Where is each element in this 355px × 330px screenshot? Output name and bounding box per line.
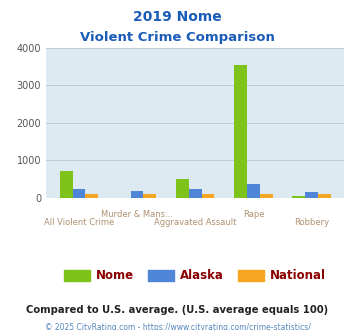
Text: Violent Crime Comparison: Violent Crime Comparison: [80, 31, 275, 44]
Bar: [72, 189, 85, 198]
Bar: [247, 184, 260, 198]
Bar: [318, 194, 331, 198]
Bar: [85, 194, 98, 198]
Text: 2019 Nome: 2019 Nome: [133, 10, 222, 24]
Bar: [260, 194, 273, 198]
Text: All Violent Crime: All Violent Crime: [44, 218, 114, 227]
Bar: [60, 171, 72, 198]
Text: Compared to U.S. average. (U.S. average equals 100): Compared to U.S. average. (U.S. average …: [26, 305, 329, 315]
Bar: [143, 194, 156, 198]
Bar: [189, 189, 202, 198]
Bar: [131, 191, 143, 198]
Text: Murder & Mans...: Murder & Mans...: [101, 211, 173, 219]
Bar: [234, 65, 247, 198]
Text: Aggravated Assault: Aggravated Assault: [154, 218, 236, 227]
Text: Robbery: Robbery: [294, 218, 329, 227]
Bar: [176, 179, 189, 198]
Bar: [305, 192, 318, 198]
Text: Rape: Rape: [243, 211, 264, 219]
Text: © 2025 CityRating.com - https://www.cityrating.com/crime-statistics/: © 2025 CityRating.com - https://www.city…: [45, 323, 310, 330]
Bar: [202, 194, 214, 198]
Bar: [293, 196, 305, 198]
Legend: Nome, Alaska, National: Nome, Alaska, National: [64, 269, 326, 282]
